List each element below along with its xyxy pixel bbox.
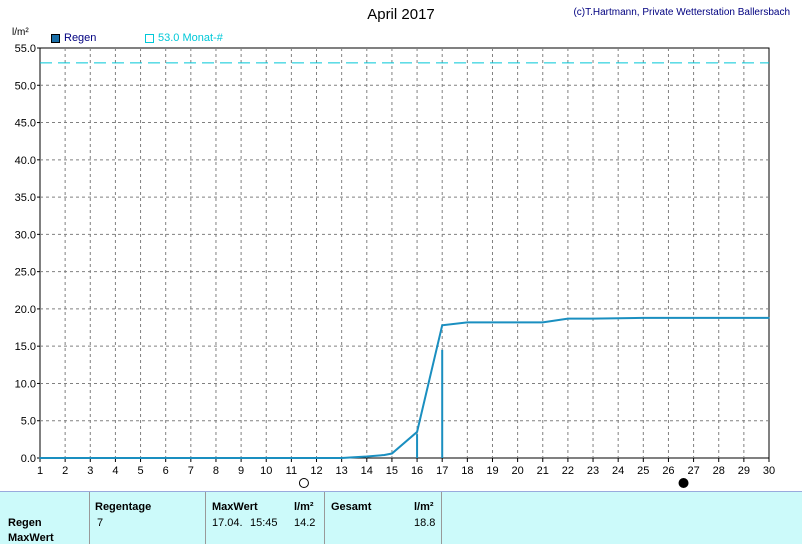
y-tick-label: 40.0 — [15, 155, 36, 167]
x-tick-label: 29 — [738, 465, 750, 477]
stats-divider — [324, 492, 325, 544]
x-tick-label: 20 — [511, 465, 523, 477]
series-point — [383, 454, 386, 456]
x-tick-label: 4 — [112, 465, 118, 477]
y-tick-label: 35.0 — [15, 192, 36, 204]
series-point — [491, 321, 494, 324]
x-tick-label: 30 — [763, 465, 775, 477]
x-tick-label: 9 — [238, 465, 244, 477]
stats-header-days: Regentage — [95, 501, 152, 513]
x-tick-label: 12 — [310, 465, 322, 477]
y-tick-label: 30.0 — [15, 229, 36, 241]
series-point — [541, 321, 544, 324]
legend-item-month: 53.0 Monat-# — [145, 32, 223, 44]
x-tick-label: 17 — [436, 465, 448, 477]
x-tick-label: 27 — [687, 465, 699, 477]
x-tick-label: 22 — [562, 465, 574, 477]
stats-table: Regentage MaxWert l/m² Gesamt l/m² Regen… — [0, 491, 802, 544]
stats-max-date: 17.04. — [212, 517, 243, 529]
series-point — [365, 455, 368, 458]
series-point — [567, 317, 569, 320]
series-point — [39, 457, 41, 459]
y-tick-label: 0.0 — [21, 453, 36, 465]
plot-area — [39, 47, 770, 459]
rain-chart: 0.0 5.0 10.0 15.0 20.0 25.0 30.0 35.0 40.0 45.0 50… — [15, 43, 775, 488]
x-tick-label: 26 — [662, 465, 674, 477]
y-tick-label: 15.0 — [15, 341, 36, 353]
x-tick-label: 24 — [612, 465, 624, 477]
series-point — [768, 317, 770, 319]
series-point — [642, 317, 645, 319]
x-tick-label: 16 — [411, 465, 423, 477]
x-tick-label: 19 — [486, 465, 498, 477]
x-tick-label: 2 — [62, 465, 68, 477]
stats-max-time: 15:45 — [250, 517, 278, 529]
x-tick-label: 28 — [713, 465, 725, 477]
new-moon-icon — [678, 478, 689, 488]
y-tick-label: 10.0 — [15, 378, 36, 390]
stats-divider — [441, 492, 442, 544]
x-tick-label: 13 — [336, 465, 348, 477]
y-axis-unit: l/m² — [12, 27, 29, 38]
x-tick-label: 15 — [386, 465, 398, 477]
x-tick-label: 1 — [37, 465, 43, 477]
series-point — [441, 324, 444, 327]
x-tick-label: 10 — [260, 465, 272, 477]
stats-header-max: MaxWert — [212, 501, 258, 513]
legend-label-rain: Regen — [64, 32, 97, 44]
stats-header-unit1: l/m² — [294, 501, 314, 513]
stats-total-value: 18.8 — [414, 517, 436, 529]
stats-row-label-max: MaxWert — [8, 532, 54, 544]
legend-swatch-rain — [51, 33, 60, 43]
y-tick-label: 5.0 — [21, 416, 36, 428]
stats-header-unit2: l/m² — [414, 501, 434, 513]
x-tick-label: 18 — [461, 465, 473, 477]
y-tick-label: 50.0 — [15, 80, 36, 92]
y-tick-label: 20.0 — [15, 304, 36, 316]
stats-divider — [205, 492, 206, 544]
x-tick-label: 14 — [361, 465, 373, 477]
x-tick-label: 11 — [286, 465, 297, 477]
y-tick-label: 55.0 — [15, 43, 36, 55]
x-tick-label: 5 — [137, 465, 143, 477]
series-point — [592, 317, 594, 320]
legend-swatch-month — [145, 33, 154, 43]
y-tick-label: 45.0 — [15, 118, 36, 130]
x-tick-label: 8 — [213, 465, 219, 477]
full-moon-icon — [298, 478, 309, 488]
legend-label-month: 53.0 Monat-# — [158, 32, 223, 44]
stats-rain-days: 7 — [97, 517, 104, 529]
x-tick-label: 6 — [163, 465, 169, 477]
series-line-rain — [40, 316, 769, 459]
x-tick-label: 23 — [587, 465, 599, 477]
stats-max-value: 14.2 — [294, 517, 316, 529]
x-tick-label: 3 — [87, 465, 93, 477]
chart-title: April 2017 — [367, 6, 435, 23]
x-tick-label: 25 — [637, 465, 649, 477]
stats-header-total: Gesamt — [331, 501, 372, 513]
stats-divider — [89, 492, 90, 544]
series-point — [391, 452, 393, 455]
stats-row-label-rain: Regen — [8, 517, 42, 529]
series-point — [340, 457, 343, 459]
legend-item-rain: Regen — [51, 32, 96, 44]
x-tick-label: 21 — [537, 465, 549, 477]
y-tick-label: 25.0 — [15, 267, 36, 279]
series-point — [466, 321, 469, 324]
series-point — [416, 431, 418, 433]
credit-text: (c)T.Hartmann, Private Wetterstation Bal… — [573, 7, 790, 18]
x-tick-label: 7 — [188, 465, 194, 477]
